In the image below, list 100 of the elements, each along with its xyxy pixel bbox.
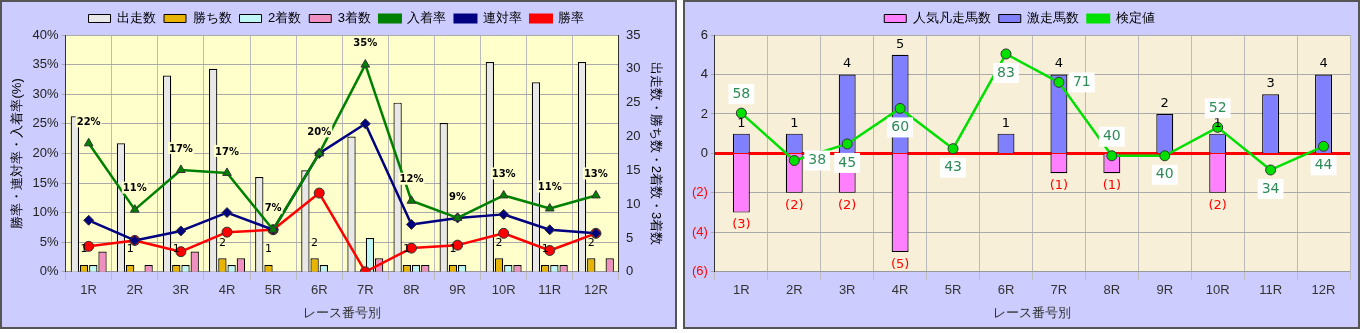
y2-tick-label: 30: [625, 60, 641, 76]
data-label: 2: [495, 235, 503, 249]
y-axis-title: 勝率・連対率・入着率(%): [9, 78, 25, 229]
y-tick-label: (6): [692, 263, 708, 279]
data-label: 83: [997, 63, 1015, 80]
data-label: 60: [891, 118, 910, 135]
legend-label: 入着率: [407, 10, 447, 26]
legend-label: 人気凡走馬数: [912, 10, 991, 26]
y2-tick-label: 25: [625, 94, 641, 110]
legend-label: 激走馬数: [1027, 10, 1080, 26]
x-axis-title: レース番号別: [993, 304, 1072, 320]
y-tick-label: 15%: [32, 174, 60, 190]
x-tick-label: 1R: [80, 282, 97, 298]
x-tick-label: 9R: [449, 282, 466, 298]
y-tick-label: 30%: [32, 85, 60, 101]
data-label: 11%: [537, 181, 562, 193]
x-tick-label: 12R: [583, 282, 608, 298]
data-label: 1: [541, 242, 549, 256]
x-tick-label: 10R: [1205, 282, 1230, 298]
data-label: 4: [843, 55, 852, 71]
data-label: 34: [1261, 179, 1280, 196]
data-label: 2: [1160, 94, 1169, 110]
x-tick-label: 5R: [264, 282, 282, 298]
data-label: 43: [944, 158, 962, 175]
data-label: 1: [403, 242, 411, 256]
data-label: 1: [265, 242, 272, 256]
x-tick-label: 12R: [1311, 282, 1336, 298]
y2-tick-label: 35: [625, 26, 641, 42]
x-tick-label: 4R: [218, 282, 236, 298]
y-tick-label: 6: [700, 26, 708, 42]
data-label: 4: [1054, 55, 1064, 71]
legend-label: 3着数: [337, 10, 371, 26]
data-label: 3: [1266, 75, 1275, 91]
y2-tick-label: 15: [625, 161, 641, 177]
x-tick-label: 2R: [785, 282, 803, 298]
data-label: 1: [172, 242, 180, 256]
data-label: 1: [790, 114, 799, 130]
data-label: 17%: [168, 142, 193, 154]
y2-tick-label: 0: [625, 263, 634, 279]
y-tick-label: (2): [692, 184, 708, 200]
data-label: 1: [126, 242, 134, 256]
x-tick-label: 2R: [126, 282, 144, 298]
x-tick-label: 7R: [357, 282, 374, 298]
y-tick-label: 4: [700, 66, 708, 82]
y-tick-label: 10%: [32, 204, 60, 220]
data-label: 40: [1102, 127, 1121, 144]
y-tick-label: 35%: [32, 56, 60, 72]
x-tick-label: 11R: [1259, 282, 1283, 298]
data-label: 13%: [491, 168, 516, 180]
y-tick-label: 40%: [32, 26, 60, 42]
data-label: 5: [895, 35, 905, 51]
data-label: 35%: [353, 37, 378, 49]
y-tick-label: 2: [700, 105, 708, 121]
data-label: 1: [80, 242, 88, 256]
x-tick-label: 3R: [838, 282, 856, 298]
x-tick-label: 1R: [733, 282, 750, 298]
data-label: 2: [311, 235, 319, 249]
y-tick-label: 0: [700, 144, 708, 160]
y2-tick-label: 5: [625, 229, 634, 245]
y-tick-label: (4): [692, 223, 708, 239]
y-tick-label: 0%: [39, 263, 60, 279]
data-label: 17%: [215, 145, 239, 157]
data-label: 1: [1001, 114, 1011, 130]
data-label: 2: [587, 235, 595, 249]
data-label: 2: [218, 235, 226, 249]
x-tick-label: 4R: [891, 282, 909, 298]
data-label: 11%: [122, 182, 147, 194]
data-label: 1: [737, 114, 746, 130]
data-label: 20%: [307, 125, 332, 137]
y-tick-label: 5%: [39, 233, 60, 249]
data-label: (3): [732, 216, 751, 232]
y2-axis-title: 出走数・勝ち数・2着数・3着数: [648, 61, 664, 246]
data-label: 13%: [583, 168, 608, 180]
x-tick-label: 6R: [310, 282, 328, 298]
data-label: (2): [837, 196, 857, 212]
data-label: (5): [890, 255, 910, 271]
legend-label: 検定値: [1115, 10, 1155, 26]
data-label: 1: [1213, 114, 1222, 130]
x-axis-title: レース番号別: [303, 304, 382, 320]
data-label: 22%: [76, 115, 101, 127]
y2-tick-label: 10: [625, 195, 641, 211]
legend-label: 勝率: [558, 10, 585, 26]
data-label: (2): [1208, 196, 1227, 212]
data-label: 9%: [449, 190, 467, 202]
data-label: 52: [1208, 98, 1227, 115]
data-label: 44: [1314, 155, 1333, 172]
x-tick-label: 8R: [403, 282, 420, 298]
data-label: 40: [1155, 165, 1174, 182]
x-tick-label: 9R: [1156, 282, 1174, 298]
data-label: (1): [1049, 177, 1069, 193]
y-tick-label: 25%: [32, 115, 60, 131]
data-label: 45: [838, 153, 857, 170]
data-label: 12%: [399, 173, 424, 185]
y2-tick-label: 20: [625, 128, 641, 144]
legend-label: 勝ち数: [192, 10, 232, 26]
x-tick-label: 7R: [1050, 282, 1068, 298]
data-label: (2): [785, 196, 804, 212]
x-tick-label: 5R: [944, 282, 962, 298]
x-tick-label: 10R: [491, 282, 516, 298]
data-label: (1): [1102, 177, 1122, 193]
